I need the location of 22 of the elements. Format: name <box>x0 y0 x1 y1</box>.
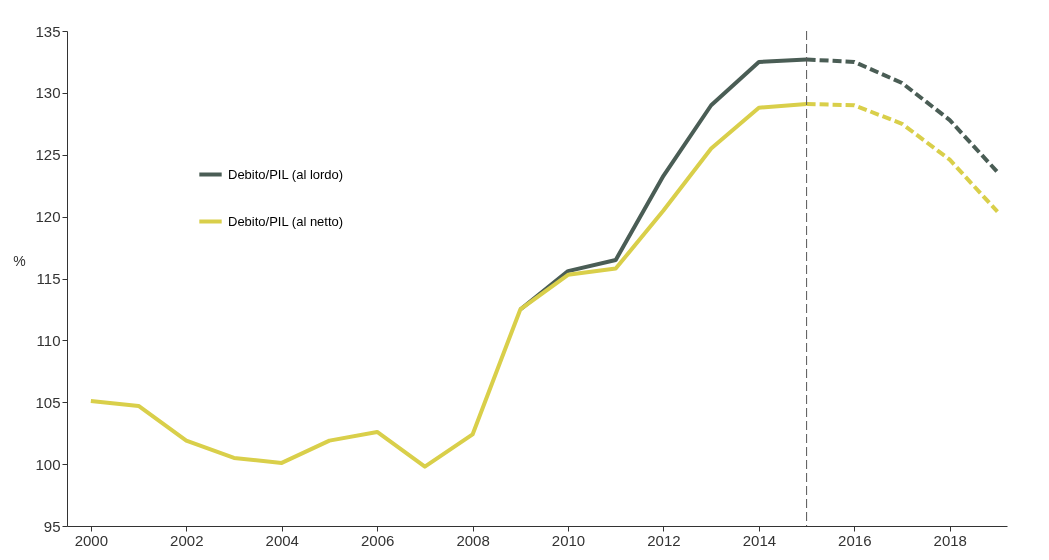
y-tick-label: 120 <box>35 208 61 226</box>
y-tick-label: 125 <box>35 146 61 164</box>
x-tick-label: 2010 <box>551 531 586 549</box>
y-tick-label: 115 <box>36 270 61 287</box>
x-tick-label: 2014 <box>742 531 777 549</box>
y-tick-label: 110 <box>36 331 61 349</box>
x-tick-label: 2004 <box>265 531 299 549</box>
y-tick-label: 105 <box>35 393 61 411</box>
x-tick-label: 2008 <box>456 531 490 549</box>
legend-label: Debito/PIL (al netto) <box>228 213 344 229</box>
x-tick-label: 2016 <box>838 531 872 549</box>
x-tick-label: 2006 <box>360 531 395 549</box>
y-tick-label: 135 <box>35 22 61 40</box>
x-tick-label: 2018 <box>933 531 967 549</box>
y-tick-label: 95 <box>43 517 61 535</box>
y-axis-title: % <box>13 252 26 269</box>
y-tick-label: 130 <box>35 84 61 102</box>
x-tick-label: 2012 <box>647 531 681 549</box>
legend-label: Debito/PIL (al lordo) <box>228 166 344 182</box>
x-tick-label: 2000 <box>74 531 109 549</box>
y-tick-label: 100 <box>35 455 61 473</box>
x-tick-label: 2002 <box>170 531 204 549</box>
